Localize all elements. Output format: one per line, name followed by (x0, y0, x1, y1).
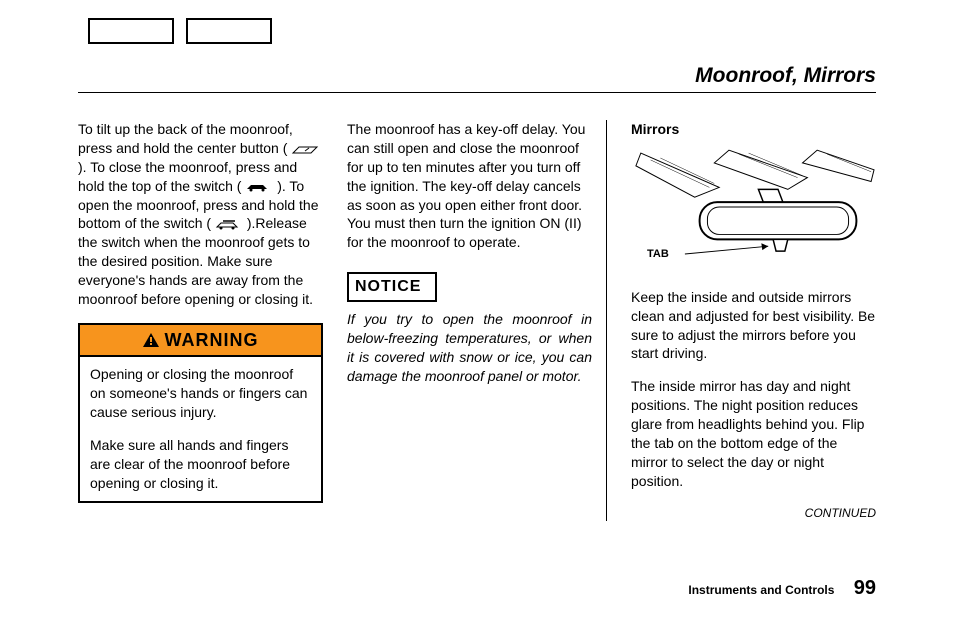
warning-text-2: Make sure all hands and fingers are clea… (90, 436, 311, 493)
notice-label: NOTICE (355, 278, 421, 295)
warning-box: WARNING Opening or closing the moonroof … (78, 323, 323, 503)
notice-label-box: NOTICE (347, 272, 437, 302)
tilt-icon (291, 143, 319, 155)
mirrors-text-1: Keep the inside and outside mirrors clea… (631, 288, 876, 364)
page-number: 99 (854, 577, 876, 599)
tab-label: TAB (647, 247, 669, 262)
mirror-illustration-wrap: TAB (631, 147, 876, 272)
moonroof-operation-text: To tilt up the back of the moonroof, pre… (78, 120, 323, 309)
column-2: The moonroof has a key-off delay. You ca… (347, 120, 607, 521)
section-name: Instruments and Controls (688, 583, 834, 597)
top-nav-boxes (88, 18, 272, 44)
mirrors-text-2: The inside mirror has day and night posi… (631, 377, 876, 490)
notice-text: If you try to open the moonroof in below… (347, 310, 592, 386)
text-segment: To tilt up the back of the moonroof, pre… (78, 121, 293, 156)
page-title: Moonroof, Mirrors (695, 62, 876, 90)
keyoff-delay-text: The moonroof has a key-off delay. You ca… (347, 120, 592, 252)
column-1: To tilt up the back of the moonroof, pre… (78, 120, 323, 521)
nav-box-1[interactable] (88, 18, 174, 44)
continued-label: CONTINUED (631, 505, 876, 521)
warning-label: WARNING (165, 328, 259, 352)
warning-text-1: Opening or closing the moonroof on someo… (90, 365, 311, 422)
close-icon (245, 181, 273, 193)
page-footer: Instruments and Controls 99 (688, 575, 876, 602)
warning-header: WARNING (80, 325, 321, 357)
warning-triangle-icon (143, 333, 159, 347)
open-icon (215, 219, 243, 231)
nav-box-2[interactable] (186, 18, 272, 44)
warning-body: Opening or closing the moonroof on someo… (80, 357, 321, 500)
mirrors-heading: Mirrors (631, 120, 876, 139)
content-area: To tilt up the back of the moonroof, pre… (78, 120, 876, 521)
column-3: Mirrors (631, 120, 876, 521)
title-rule (78, 92, 876, 93)
